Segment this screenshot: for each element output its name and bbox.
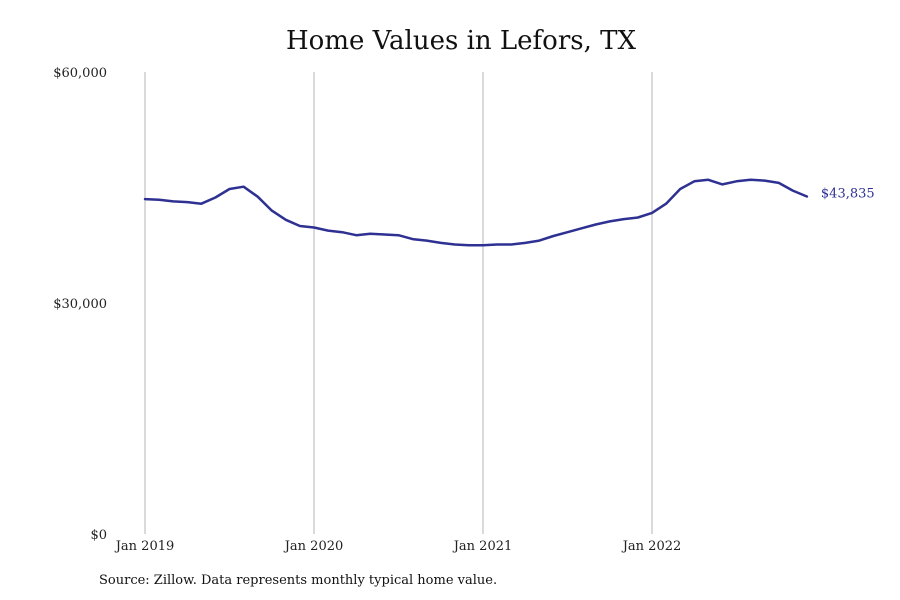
y-tick-label: $60,000 bbox=[53, 66, 107, 81]
series-line bbox=[143, 178, 809, 247]
end-value-label-layer: $43,835 bbox=[821, 186, 875, 201]
y-tick-label: $0 bbox=[90, 528, 107, 543]
series-layer bbox=[143, 178, 809, 247]
x-tick-label: Jan 2020 bbox=[283, 539, 344, 554]
y-tick-label: $30,000 bbox=[53, 297, 107, 312]
end-value-label: $43,835 bbox=[821, 186, 875, 201]
x-tick-label: Jan 2022 bbox=[621, 539, 682, 554]
y-axis-tick-labels: $0 $30,000 $60,000 bbox=[53, 66, 107, 543]
chart-title: Home Values in Lefors, TX bbox=[286, 26, 636, 56]
x-tick-label: Jan 2019 bbox=[114, 539, 175, 554]
gridlines bbox=[144, 72, 653, 534]
source-note: Source: Zillow. Data represents monthly … bbox=[99, 573, 498, 588]
x-axis-tick-labels: Jan 2019 Jan 2020 Jan 2021 Jan 2022 bbox=[114, 539, 682, 554]
x-tick-label: Jan 2021 bbox=[452, 539, 513, 554]
